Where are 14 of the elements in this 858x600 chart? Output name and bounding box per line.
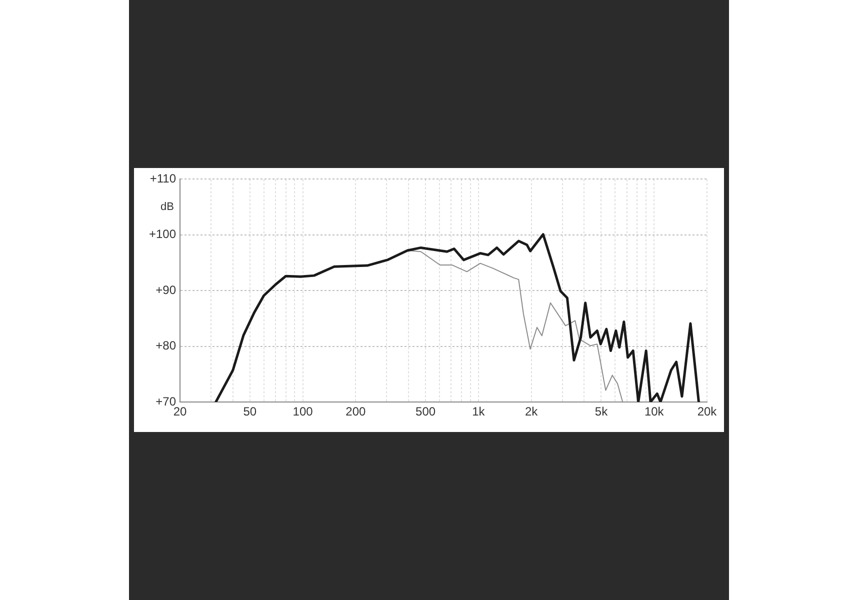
y-tick-label: +90 <box>156 282 176 297</box>
x-tick-label: 500 <box>416 404 436 419</box>
y-tick-label: +80 <box>156 338 176 353</box>
x-tick-label: 5k <box>594 404 609 419</box>
y-tick-label: +100 <box>148 227 176 242</box>
y-axis-title: dB <box>160 201 174 214</box>
x-tick-label: 100 <box>292 404 314 419</box>
x-tick-label: 1k <box>472 404 486 419</box>
x-tick-label: 10k <box>644 404 665 419</box>
x-tick-label: 50 <box>243 404 257 419</box>
x-tick-label: 20k <box>697 404 718 419</box>
y-tick-label: +110 <box>150 172 176 186</box>
x-tick-label: 200 <box>346 404 366 419</box>
x-tick-label: 2k <box>524 404 539 419</box>
